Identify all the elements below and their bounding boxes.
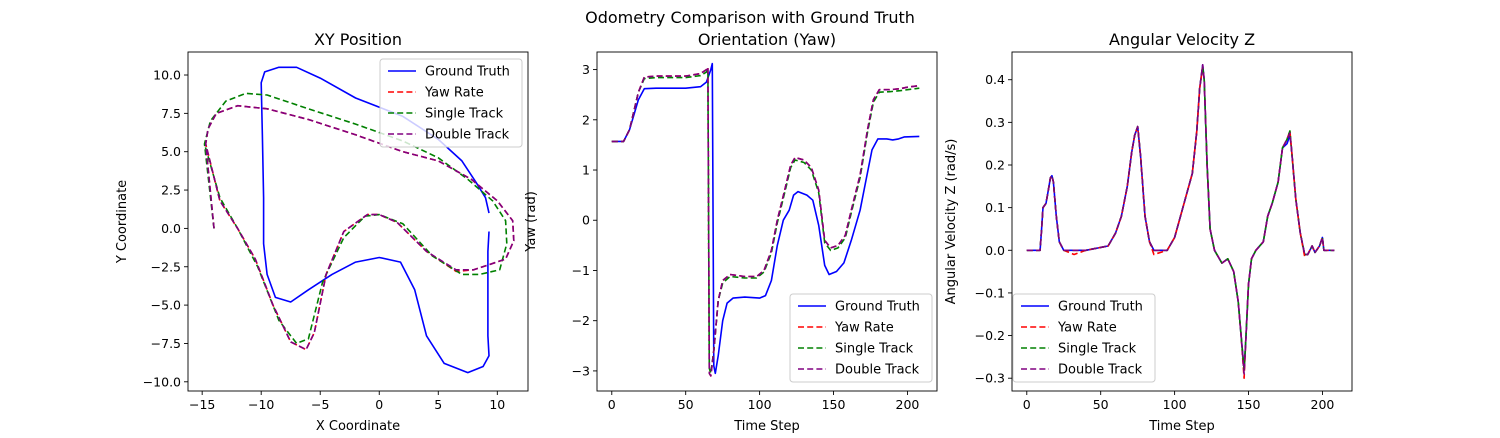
x-axis-label: X Coordinate — [316, 419, 400, 434]
y-tick-label: 0 — [582, 213, 590, 228]
legend-label: Yaw Rate — [424, 86, 484, 101]
x-tick-label: 10 — [489, 397, 505, 412]
y-tick-label: −1 — [572, 263, 590, 278]
x-axis-label: Time Step — [733, 419, 800, 434]
x-tick-label: 50 — [678, 397, 694, 412]
y-tick-label: 5.0 — [161, 144, 181, 159]
x-tick-label: 100 — [1163, 397, 1187, 412]
legend: Ground Truth Yaw Rate Single Track Double T… — [379, 58, 523, 148]
legend-label: Ground Truth — [835, 300, 920, 315]
subplot-1: −15 −10 −5 0 5 10 −10.0 −7.5 −5.0 −2.5 0.0 2.5 5.0 7.… — [115, 30, 529, 434]
y-tick-label: −2.5 — [151, 259, 181, 274]
subplot-3: 0 50 100 150 200 −0.3 −0.2 −0.1 0.0 0.1 0.2 0.3 0.4 A… — [944, 30, 1353, 434]
x-tick-label: 150 — [1237, 397, 1261, 412]
x-tick-label: 200 — [1311, 397, 1335, 412]
series-line-double-track — [611, 66, 920, 377]
x-tick-label: 50 — [1093, 397, 1109, 412]
x-tick-label: −10 — [248, 397, 274, 412]
figure-suptitle: Odometry Comparison with Ground Truth — [585, 8, 915, 27]
legend-label: Double Track — [835, 363, 920, 378]
legend-frame — [379, 58, 523, 148]
legend-label: Ground Truth — [425, 65, 510, 80]
legend-label: Double Track — [1058, 363, 1143, 378]
y-tick-label: −0.2 — [975, 328, 1005, 343]
y-tick-label: 0.0 — [161, 221, 181, 236]
subplot-title: XY Position — [314, 30, 402, 49]
y-tick-label: −0.3 — [975, 371, 1005, 386]
legend: Ground Truth Yaw Rate Single Track Double T… — [789, 293, 933, 383]
x-tick-label: 0 — [375, 397, 383, 412]
y-tick-label: −10.0 — [143, 374, 181, 389]
legend-label: Single Track — [425, 107, 504, 122]
y-tick-label: −3 — [572, 363, 590, 378]
y-tick-label: 3 — [582, 62, 590, 77]
legend-label: Ground Truth — [1058, 300, 1143, 315]
y-tick-label: 0.3 — [985, 115, 1005, 130]
subplot-title: Angular Velocity Z — [1109, 30, 1255, 49]
x-axis-label: Time Step — [1148, 419, 1215, 434]
y-tick-label: 0.2 — [985, 158, 1005, 173]
series-group — [611, 62, 920, 377]
y-tick-label: 7.5 — [161, 106, 181, 121]
y-axis-label: Y Coordinate — [115, 180, 130, 264]
x-tick-label: 5 — [434, 397, 442, 412]
series-line-single-track — [203, 92, 508, 345]
y-axis-label: Angular Velocity Z (rad/s) — [944, 139, 959, 305]
legend-label: Double Track — [425, 128, 510, 143]
y-tick-label: 2 — [582, 112, 590, 127]
y-tick-label: 0.4 — [985, 72, 1005, 87]
y-tick-label: 1 — [582, 163, 590, 178]
legend-label: Single Track — [835, 342, 914, 357]
legend-frame — [1012, 293, 1156, 383]
legend-label: Single Track — [1058, 342, 1137, 357]
y-tick-label: 0.1 — [985, 200, 1005, 215]
series-group — [1026, 64, 1335, 379]
axes-frame — [596, 51, 938, 392]
y-tick-label: −7.5 — [151, 336, 181, 351]
legend-frame — [789, 293, 933, 383]
subplot-title: Orientation (Yaw) — [698, 30, 836, 49]
x-tick-label: 200 — [896, 397, 920, 412]
x-tick-label: −15 — [189, 397, 215, 412]
x-tick-label: −5 — [311, 397, 329, 412]
y-tick-label: 0.0 — [985, 243, 1005, 258]
x-tick-label: 0 — [1023, 397, 1031, 412]
y-axis-label: Yaw (rad) — [524, 191, 539, 253]
series-line-ground-truth — [611, 62, 920, 375]
y-tick-label: 2.5 — [161, 183, 181, 198]
x-tick-label: 150 — [822, 397, 846, 412]
subplot-2: 0 50 100 150 200 −3 −2 −1 0 1 2 3 Orientation (Yaw) T… — [524, 30, 938, 434]
x-tick-label: 100 — [748, 397, 772, 412]
axes-frame — [187, 51, 529, 392]
x-tick-label: 0 — [608, 397, 616, 412]
y-tick-label: −5.0 — [151, 298, 181, 313]
axes-frame — [1011, 51, 1353, 392]
legend-label: Yaw Rate — [1057, 321, 1117, 336]
legend: Ground Truth Yaw Rate Single Track Double T… — [1012, 293, 1156, 383]
legend-label: Yaw Rate — [834, 321, 894, 336]
y-tick-label: 10.0 — [153, 68, 181, 83]
y-tick-label: −0.1 — [975, 285, 1005, 300]
series-line-double-track — [204, 104, 515, 351]
series-line-double-track — [1026, 64, 1335, 375]
y-tick-label: −2 — [572, 313, 590, 328]
